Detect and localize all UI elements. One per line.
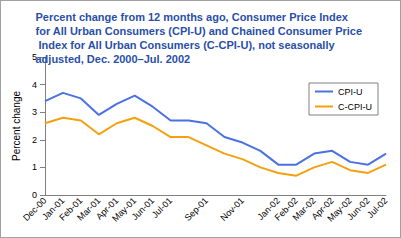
svg-text:Index for All Urban Consumers: Index for All Urban Consumers (C-CPI-U),… bbox=[36, 39, 338, 51]
svg-text:Jan-02: Jan-02 bbox=[255, 195, 282, 222]
svg-text:0: 0 bbox=[32, 190, 37, 200]
svg-text:for All Urban Consumers (CPI-U: for All Urban Consumers (CPI-U) and Chai… bbox=[36, 25, 363, 37]
svg-text:May-02: May-02 bbox=[325, 195, 354, 224]
svg-text:Jul-01: Jul-01 bbox=[150, 195, 174, 219]
svg-text:Mar-02: Mar-02 bbox=[290, 195, 318, 223]
svg-text:1: 1 bbox=[32, 162, 37, 172]
svg-text:3: 3 bbox=[32, 107, 37, 117]
svg-text:Percent change from 12 months: Percent change from 12 months ago, Consu… bbox=[36, 11, 351, 23]
svg-text:Feb-02: Feb-02 bbox=[272, 195, 300, 223]
svg-text:CPI-U: CPI-U bbox=[338, 87, 363, 97]
svg-text:Jul-02: Jul-02 bbox=[365, 195, 389, 219]
svg-text:2: 2 bbox=[32, 135, 37, 145]
svg-text:C-CPI-U: C-CPI-U bbox=[338, 102, 372, 112]
svg-text:5: 5 bbox=[32, 52, 37, 62]
svg-text:4: 4 bbox=[32, 80, 37, 90]
svg-text:Apr-01: Apr-01 bbox=[94, 195, 121, 222]
svg-text:Jan-01: Jan-01 bbox=[40, 195, 67, 222]
svg-text:May-01: May-01 bbox=[110, 195, 139, 224]
svg-text:Jun-02: Jun-02 bbox=[345, 195, 372, 222]
svg-text:Percent change: Percent change bbox=[11, 91, 22, 161]
svg-text:adjusted, Dec. 2000–Jul. 2002: adjusted, Dec. 2000–Jul. 2002 bbox=[36, 53, 191, 65]
svg-text:Feb-01: Feb-01 bbox=[57, 195, 85, 223]
svg-text:Apr-02: Apr-02 bbox=[309, 195, 336, 222]
svg-text:Jun-01: Jun-01 bbox=[130, 195, 157, 222]
svg-text:Nov-01: Nov-01 bbox=[218, 195, 246, 223]
svg-text:Mar-01: Mar-01 bbox=[75, 195, 103, 223]
svg-text:Dec-00: Dec-00 bbox=[21, 195, 49, 223]
svg-text:Sep-01: Sep-01 bbox=[182, 195, 210, 223]
